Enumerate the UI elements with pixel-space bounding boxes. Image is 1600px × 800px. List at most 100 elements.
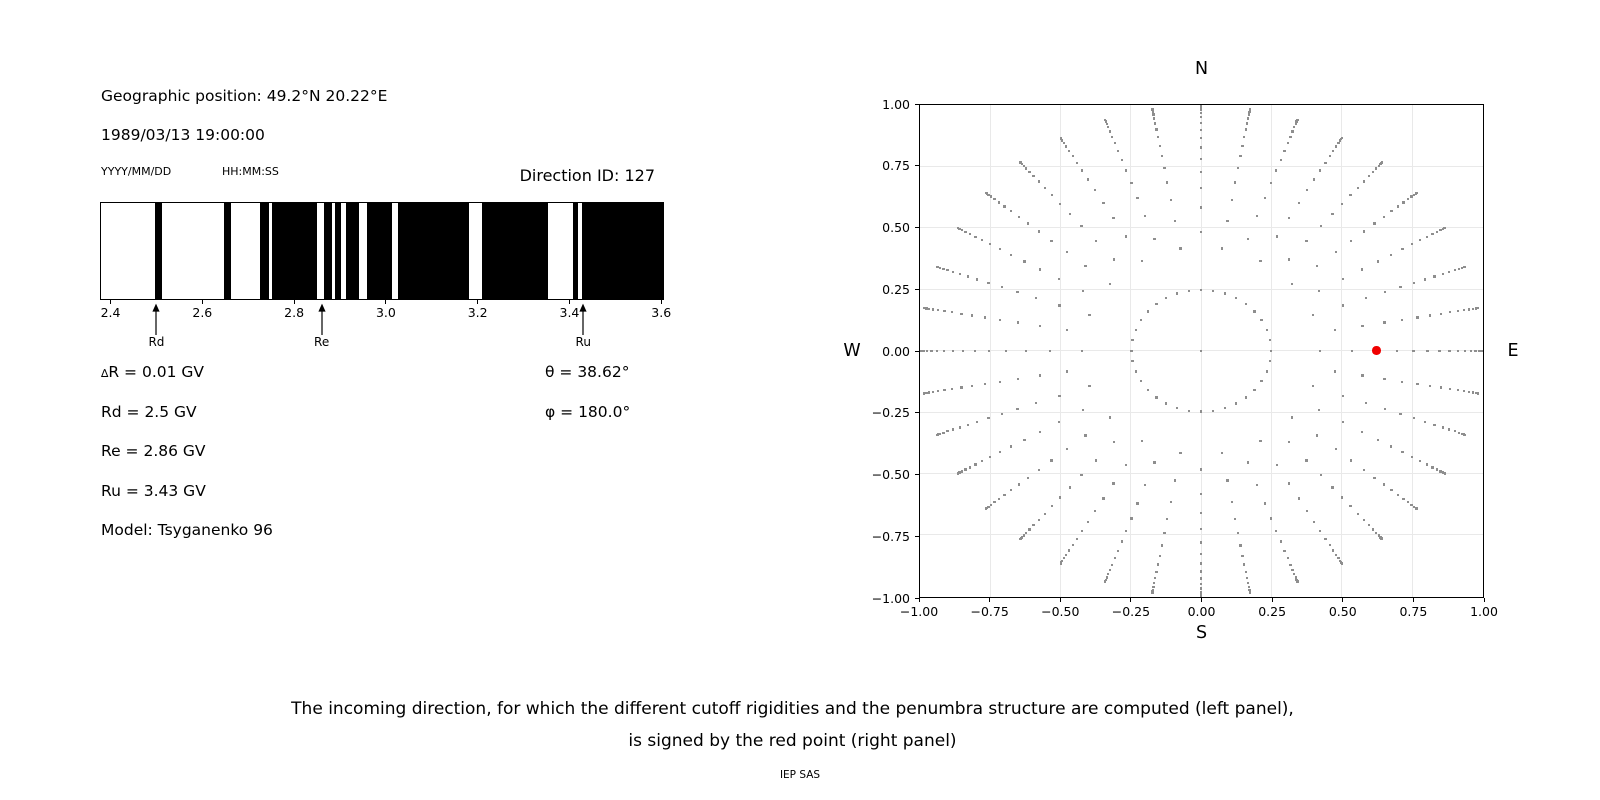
compass-label-east: E xyxy=(1507,341,1519,361)
grid-line-vertical xyxy=(1341,105,1343,597)
sky-grid-dot xyxy=(1155,128,1158,131)
sky-grid-dot xyxy=(1472,391,1475,394)
sky-grid-dot xyxy=(1341,496,1344,499)
sky-grid-dot xyxy=(984,191,988,194)
sky-grid-dot xyxy=(1456,389,1460,392)
sky-grid-dot xyxy=(981,460,984,463)
sky-grid-dot xyxy=(1317,409,1321,412)
time-format-label: HH:MM:SS xyxy=(222,165,279,178)
sky-grid-dot xyxy=(1038,268,1042,271)
sky-grid-dot xyxy=(1050,239,1053,243)
sky-grid-dot xyxy=(1319,225,1322,228)
sky-grid-dot xyxy=(1239,154,1242,158)
sky-grid-dot xyxy=(951,387,954,391)
sky-grid-dot xyxy=(1124,235,1127,238)
x-tick-label: 0.00 xyxy=(1187,604,1216,619)
sky-grid-dot xyxy=(1426,349,1429,352)
sky-grid-dot xyxy=(1139,380,1142,383)
sky-grid-dot xyxy=(1155,302,1158,306)
penumbra-band xyxy=(582,203,664,299)
y-tick-mark xyxy=(914,103,919,105)
sky-grid-dot xyxy=(1361,324,1364,327)
sky-grid-dot xyxy=(951,311,954,314)
x-tick-label: −0.50 xyxy=(1041,604,1080,619)
sky-grid-dot xyxy=(1102,497,1105,500)
sky-grid-dot xyxy=(1058,496,1062,499)
sky-grid-dot xyxy=(1377,534,1380,537)
ru-text: Ru = 3.43 GV xyxy=(101,481,206,500)
red-direction-point xyxy=(1372,346,1381,355)
sky-grid-dot xyxy=(1236,166,1240,170)
x-tick-mark xyxy=(293,300,295,304)
sky-grid-dot xyxy=(1200,541,1203,544)
sky-grid-dot xyxy=(960,386,963,389)
x-tick-mark xyxy=(1059,598,1061,602)
sky-grid-dot xyxy=(1134,370,1137,373)
sky-grid-dot xyxy=(1241,144,1244,147)
sky-grid-dot xyxy=(1396,205,1400,208)
sky-grid-dot xyxy=(1212,289,1215,292)
sky-grid-dot xyxy=(1124,529,1128,533)
sky-grid-dot xyxy=(1105,122,1108,126)
x-tick-label: −0.25 xyxy=(1111,604,1151,619)
sky-grid-dot xyxy=(1004,349,1007,352)
sky-grid-dot xyxy=(1000,286,1003,289)
sky-grid-dot xyxy=(1110,135,1114,138)
sky-grid-dot xyxy=(1179,451,1182,455)
x-tick-mark xyxy=(989,598,991,602)
sky-grid-dot xyxy=(987,349,991,352)
sky-grid-dot xyxy=(1472,307,1475,310)
delta-rest: R = 0.01 GV xyxy=(108,363,205,381)
sky-grid-dot xyxy=(1094,459,1097,462)
sky-grid-dot xyxy=(1376,438,1380,442)
sky-grid-dot xyxy=(1035,402,1038,405)
sky-grid-dot xyxy=(1448,428,1451,431)
sky-grid-dot xyxy=(1289,135,1292,138)
sky-grid-dot xyxy=(1334,145,1338,148)
sky-grid-dot xyxy=(1187,289,1191,292)
sky-grid-dot xyxy=(1223,292,1227,295)
sky-grid-dot xyxy=(1319,169,1322,172)
sky-grid-dot xyxy=(1009,489,1013,492)
sky-grid-dot xyxy=(1425,463,1429,466)
sky-grid-dot xyxy=(1059,562,1062,565)
penumbra-band xyxy=(398,203,470,299)
sky-grid-dot xyxy=(1244,128,1247,131)
sky-grid-dot xyxy=(1349,239,1353,243)
sky-grid-dot xyxy=(1412,505,1416,508)
sky-grid-dot xyxy=(1093,188,1097,192)
sky-grid-dot xyxy=(997,201,1001,204)
x-tick-mark xyxy=(477,300,479,304)
sky-grid-dot xyxy=(939,432,942,435)
sky-grid-dot xyxy=(1075,161,1079,164)
sky-grid-dot xyxy=(1412,193,1416,196)
sky-grid-dot xyxy=(1423,420,1427,424)
sky-grid-dot xyxy=(1305,459,1308,462)
sky-grid-dot xyxy=(1094,239,1097,243)
x-tick-label: 3.2 xyxy=(467,305,488,320)
sky-grid-dot xyxy=(1016,407,1019,411)
sky-grid-dot xyxy=(1380,161,1384,164)
sky-grid-dot xyxy=(1200,587,1203,590)
sky-grid-dot xyxy=(1313,178,1316,181)
sky-grid-dot xyxy=(971,314,974,317)
x-tick-label: −0.75 xyxy=(970,604,1009,619)
sky-grid-dot xyxy=(984,507,988,510)
rd-text: Rd = 2.5 GV xyxy=(101,402,197,421)
sky-grid-dot xyxy=(1402,201,1405,204)
sky-grid-dot xyxy=(987,281,990,285)
sky-grid-dot xyxy=(1025,167,1028,170)
sky-grid-dot xyxy=(1260,380,1263,383)
sky-grid-dot xyxy=(1200,128,1203,131)
sky-grid-dot xyxy=(1341,202,1344,205)
sky-grid-dot xyxy=(925,307,928,310)
sky-grid-dot xyxy=(1243,135,1246,139)
x-tick-mark xyxy=(385,300,387,304)
sky-grid-dot xyxy=(1367,175,1370,178)
sky-grid-dot xyxy=(1331,486,1334,489)
sky-grid-dot xyxy=(1246,237,1249,241)
sky-grid-dot xyxy=(1435,468,1439,471)
sky-grid-dot xyxy=(960,228,964,232)
y-tick-mark xyxy=(914,412,919,414)
sky-grid-dot xyxy=(1084,264,1087,268)
